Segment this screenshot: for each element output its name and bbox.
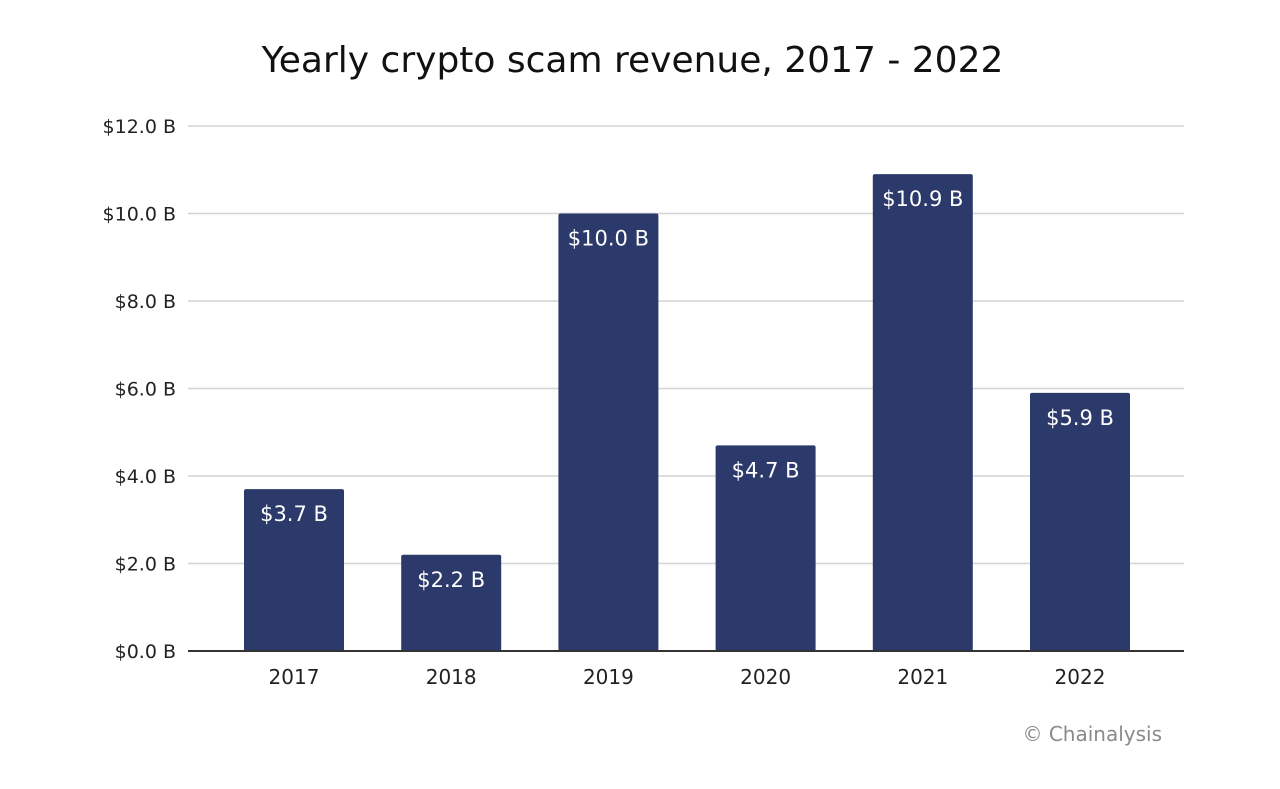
- x-tick-label: 2021: [897, 665, 948, 689]
- bar: [872, 174, 973, 651]
- bar-value-label: $10.9 B: [882, 187, 963, 211]
- y-tick-label: $6.0 B: [115, 379, 176, 401]
- bar-value-label: $5.9 B: [1046, 406, 1114, 430]
- x-axis-ticks: 2017 2018 2019 2020 2021 2022: [269, 665, 1106, 689]
- y-tick-label: $12.0 B: [103, 116, 176, 138]
- x-tick-label: 2020: [740, 665, 791, 689]
- data-labels: $3.7 B $2.2 B $10.0 B $4.7 B $10.9 B $5.9 B: [260, 187, 1114, 592]
- x-tick-label: 2018: [426, 665, 477, 689]
- bar-value-label: $2.2 B: [417, 568, 485, 592]
- x-tick-label: 2019: [583, 665, 634, 689]
- bar-value-label: $4.7 B: [732, 458, 800, 482]
- y-tick-label: $10.0 B: [103, 204, 176, 226]
- bar: [558, 213, 659, 651]
- source-credit: © Chainalysis: [1022, 722, 1162, 746]
- y-tick-label: $8.0 B: [115, 291, 176, 313]
- bars: [244, 174, 1130, 651]
- y-axis-ticks: $0.0 B $2.0 B $4.0 B $6.0 B $8.0 B $10.0 B $12…: [103, 116, 176, 663]
- bar: [715, 445, 816, 651]
- bar-value-label: $10.0 B: [568, 227, 649, 251]
- bar: [401, 554, 502, 651]
- bar-value-label: $3.7 B: [260, 502, 328, 526]
- y-tick-label: $0.0 B: [115, 641, 176, 663]
- gridlines: [188, 125, 1184, 565]
- chart-title: Yearly crypto scam revenue, 2017 - 2022: [261, 40, 1004, 81]
- y-tick-label: $2.0 B: [115, 554, 176, 576]
- bar: [1030, 392, 1130, 651]
- y-tick-label: $4.0 B: [115, 466, 176, 488]
- x-tick-label: 2017: [269, 665, 320, 689]
- x-tick-label: 2022: [1055, 665, 1106, 689]
- bar: [244, 489, 344, 651]
